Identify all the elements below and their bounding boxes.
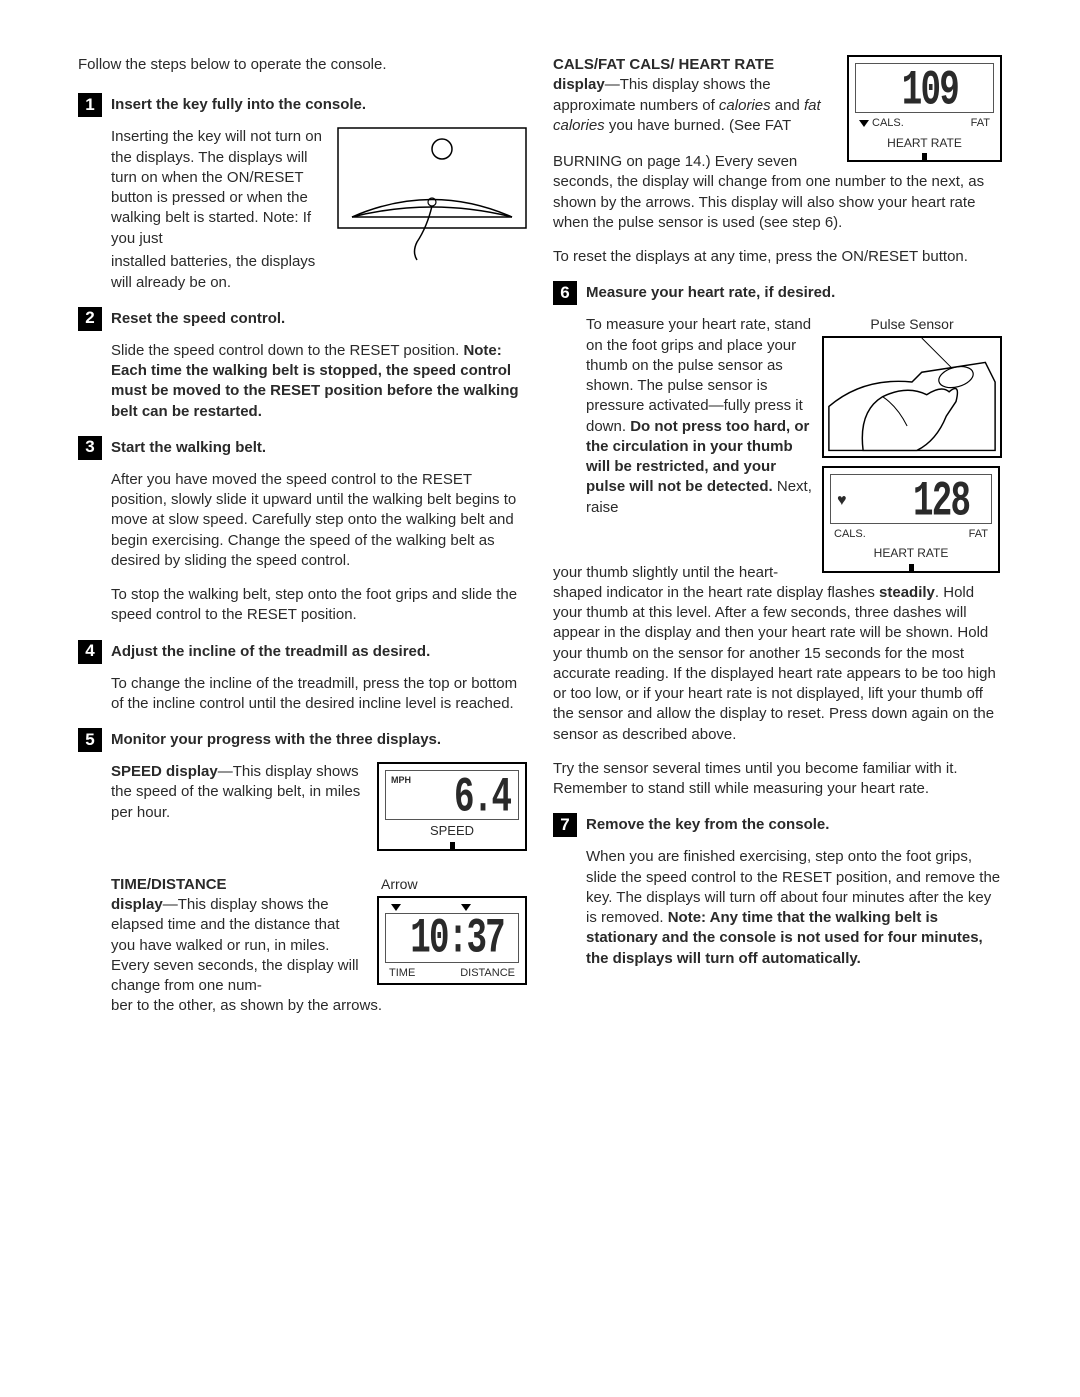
step-3: 3 Start the walking belt. After you have… [78,436,527,626]
fat-label2: FAT [969,527,988,542]
cals-t2: you have burned. (See FAT [605,117,792,134]
heart-icon: ♥ [837,493,847,509]
cals-it1: calories [719,97,771,114]
step-title: Adjust the incline of the treadmill as d… [111,640,430,662]
time-label: TIME [389,966,415,981]
key-console-figure [337,127,527,262]
cals-label2: CALS. [834,527,866,542]
two-column-layout: Follow the steps below to operate the co… [78,55,1002,1031]
arrow-annotation: Arrow [381,875,527,894]
speed-display-figure: MPH 6.4 SPEED [377,762,527,851]
cals-head: CALS/FAT CALS/ HEART RATE [553,56,774,73]
cals-lead: display [553,76,605,93]
step-number: 6 [553,281,577,305]
cals-value: 109 [875,59,988,116]
right-column: 109 CALS. FAT HEART RATE CALS/FAT CALS/ … [553,55,1002,1031]
hr-display-figure: ♥ 128 CALS. FAT HEART RATE [822,466,1000,573]
intro-text: Follow the steps below to operate the co… [78,55,527,75]
step-title: Monitor your progress with the three dis… [111,728,441,750]
step-title: Remove the key from the console. [586,813,829,835]
step-title: Insert the key fully into the console. [111,93,366,115]
fat-label: FAT [971,116,990,131]
cals-display-figure: 109 CALS. FAT HEART RATE [847,55,1002,162]
step-number: 4 [78,640,102,664]
hr-label: HEART RATE [855,133,994,153]
step-number: 5 [78,728,102,752]
cals-after: BURNING on page 14.) Every seven seconds… [553,152,1002,233]
cals-reset: To reset the displays at any time, press… [553,247,1002,267]
step4-p1: To change the incline of the treadmill, … [111,674,527,715]
cals-section: 109 CALS. FAT HEART RATE CALS/FAT CALS/ … [553,55,1002,267]
arrow-left-icon [391,904,401,911]
time-display-figure: 10:37 TIME DISTANCE [377,896,527,985]
arrow-icon [859,120,869,127]
cals-mid1: and [771,97,804,114]
step2-text-a: Slide the speed control down to the RESE… [111,342,463,359]
s6-after-b: steadily [879,584,935,601]
step3-p1: After you have moved the speed control t… [111,470,527,571]
hr-value: 128 [863,470,971,527]
step-title: Measure your heart rate, if desired. [586,281,835,303]
step-1: 1 Insert the key fully into the console. [78,93,527,293]
s6-p2: Try the sensor several times until you b… [553,759,1002,800]
left-column: Follow the steps below to operate the co… [78,55,527,1031]
s6-after-c: . Hold your thumb at this level. After a… [553,584,996,743]
step-title: Reset the speed control. [111,307,285,329]
step-6: 6 Measure your heart rate, if desired. P… [553,281,1002,799]
speed-head: SPEED display [111,763,218,780]
cals-label: CALS. [872,116,904,131]
step1-text-a: Inserting the key will not turn on the d… [111,128,322,246]
pulse-sensor-figure: Pulse Sensor ♥ 128 [822,315,1002,572]
td-body-head: display [111,896,163,913]
step-5: 5 Monitor your progress with the three d… [78,728,527,1017]
step-4: 4 Adjust the incline of the treadmill as… [78,640,527,715]
step3-p2: To stop the walking belt, step onto the … [111,585,527,626]
speed-value: 6.4 [404,766,512,823]
step-7: 7 Remove the key from the console. When … [553,813,1002,969]
time-value: 10:37 [404,909,512,964]
step-title: Start the walking belt. [111,436,266,458]
time-display-wrap: Arrow 10:37 TIME DISTANCE [377,875,527,985]
step-number: 1 [78,93,102,117]
step-number: 2 [78,307,102,331]
step-number: 3 [78,436,102,460]
distance-label: DISTANCE [460,966,515,981]
pulse-sensor-label: Pulse Sensor [822,315,1002,334]
hr-label2: HEART RATE [830,543,992,563]
td-after: ber to the other, as shown by the arrows… [78,996,527,1016]
step-2: 2 Reset the speed control. Slide the spe… [78,307,527,422]
td-head: TIME/DISTANCE [111,876,227,893]
step-number: 7 [553,813,577,837]
